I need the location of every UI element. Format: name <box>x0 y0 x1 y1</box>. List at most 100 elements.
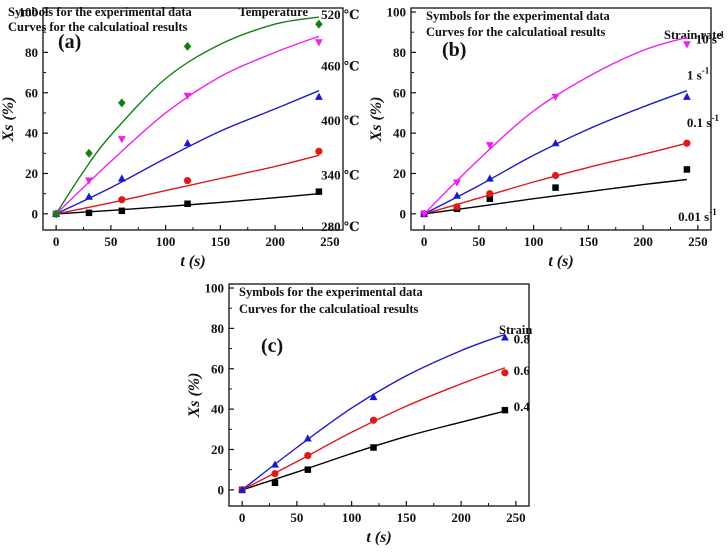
series-label-a-0: 280 ℃ <box>321 219 359 234</box>
chart-panel-c: 0 50 100 150 200 250 0 20 40 60 80 100 t (s) Xs (%) Sy… <box>186 281 532 546</box>
y-tick-label: 60 <box>211 361 224 376</box>
x-axis-label: t (s) <box>548 253 573 270</box>
data-point-c-1 <box>271 470 279 478</box>
y-tick-label: 100 <box>387 5 407 20</box>
data-point-a-4 <box>118 98 126 108</box>
chart-panel-a: 0 50 100 150 200 250 0 20 40 60 80 100 t (s) Xs (%) Sy… <box>0 5 359 270</box>
data-point-c-2 <box>271 460 279 468</box>
series-label-superscript: -1 <box>702 66 710 76</box>
data-point-a-0 <box>315 188 323 195</box>
data-point-a-0 <box>85 209 93 217</box>
data-point-b-3 <box>420 210 429 218</box>
series-label-a-3: 460 ℃ <box>321 59 359 74</box>
series-label-text: 10 s <box>696 31 717 46</box>
y-tick-label: 0 <box>32 206 39 221</box>
series-label-superscript: -1 <box>711 113 719 123</box>
data-point-b-0 <box>683 166 691 173</box>
x-tick-label: 150 <box>397 510 417 525</box>
data-point-c-2 <box>369 392 378 401</box>
x-tick-label: 50 <box>290 510 303 525</box>
x-tick-label: 200 <box>265 234 285 249</box>
series-label-text: 0.01 s <box>678 209 709 224</box>
data-point-a-3 <box>85 177 93 185</box>
x-tick-label: 0 <box>421 234 428 249</box>
y-tick-label: 0 <box>400 206 407 221</box>
note-calculated: Curves for the calculatioal results <box>426 25 606 39</box>
y-tick-label: 20 <box>393 166 406 181</box>
x-tick-label: 0 <box>239 510 246 525</box>
legend-title: Temperature <box>239 5 309 19</box>
y-tick-label: 40 <box>393 126 406 141</box>
data-point-b-3 <box>682 41 691 49</box>
data-point-a-4 <box>315 19 323 29</box>
curve-a-2 <box>55 90 320 215</box>
x-axis-label: t (s) <box>366 529 391 546</box>
data-point-b-0 <box>552 184 559 191</box>
note-calculated: Curves for the calculatioal results <box>239 302 419 316</box>
x-tick-label: 250 <box>506 510 526 525</box>
legend-title: Strain rate <box>664 28 722 42</box>
data-point-a-4 <box>85 148 93 158</box>
series-label-text: 340 ℃ <box>321 168 359 183</box>
data-point-b-3 <box>453 179 461 187</box>
curve-a-0 <box>56 193 319 215</box>
series-label-text: 400 ℃ <box>321 113 359 128</box>
y-tick-label: 80 <box>393 45 406 60</box>
data-point-a-2 <box>183 139 192 147</box>
data-point-a-1 <box>315 147 323 155</box>
curve-b-2 <box>423 90 688 215</box>
y-tick-label: 20 <box>25 166 38 181</box>
y-tick-label: 60 <box>25 85 38 100</box>
note-experimental: Symbols for the experimental data <box>426 9 611 23</box>
chart-panel-b: 0 50 100 150 200 250 0 20 40 60 80 100 t (s) Xs (%) Sy… <box>368 5 725 270</box>
x-tick-label: 250 <box>320 234 340 249</box>
data-point-a-3 <box>314 39 323 47</box>
panel-label: (b) <box>442 39 466 61</box>
x-tick-label: 50 <box>472 234 485 249</box>
y-tick-label: 0 <box>218 482 225 497</box>
series-label-c-2: 0.8 <box>514 331 531 346</box>
data-point-a-1 <box>183 176 192 185</box>
y-tick-label: 20 <box>211 442 224 457</box>
data-point-b-1 <box>683 139 691 147</box>
series-label-text: 1 s <box>687 68 702 83</box>
data-point-b-1 <box>453 203 461 211</box>
series-label-text: 460 ℃ <box>321 59 359 74</box>
curve-c-1 <box>241 367 506 491</box>
series-label-c-0: 0.4 <box>514 399 531 414</box>
note-calculated: Curves for the calculatioal results <box>8 20 188 34</box>
data-point-a-4 <box>52 209 60 219</box>
curve-a-4 <box>55 16 320 215</box>
data-point-b-3 <box>485 142 494 150</box>
series-label-text: 520 ℃ <box>321 7 359 22</box>
data-point-c-2 <box>303 434 312 442</box>
data-point-c-1 <box>304 451 312 460</box>
x-tick-label: 150 <box>579 234 599 249</box>
data-point-b-2 <box>551 139 560 147</box>
data-point-c-0 <box>304 466 312 473</box>
curve-b-0 <box>424 178 687 215</box>
x-tick-label: 200 <box>633 234 653 249</box>
y-tick-label: 40 <box>25 126 38 141</box>
x-tick-label: 100 <box>524 234 544 249</box>
series-label-b-3: 10 s-1 <box>696 29 725 46</box>
data-point-a-3 <box>183 92 192 100</box>
x-tick-label: 50 <box>104 234 117 249</box>
data-point-b-0 <box>486 195 494 202</box>
x-axis-label: t (s) <box>180 253 205 270</box>
data-point-c-0 <box>271 479 279 487</box>
data-point-a-0 <box>184 200 191 208</box>
curve-a-1 <box>55 154 320 215</box>
data-point-c-0 <box>501 406 509 414</box>
y-tick-label: 100 <box>205 281 225 296</box>
data-point-b-2 <box>485 174 494 182</box>
data-point-a-1 <box>118 196 126 204</box>
note-experimental: Symbols for the experimental data <box>8 5 193 19</box>
data-point-b-3 <box>551 93 560 101</box>
data-point-a-3 <box>117 136 126 144</box>
series-label-superscript: -1 <box>717 29 725 39</box>
panel-label: (c) <box>261 335 283 357</box>
note-experimental: Symbols for the experimental data <box>239 285 424 299</box>
series-label-b-0: 0.01 s-1 <box>678 207 717 224</box>
series-label-text: 0.8 <box>514 331 531 346</box>
